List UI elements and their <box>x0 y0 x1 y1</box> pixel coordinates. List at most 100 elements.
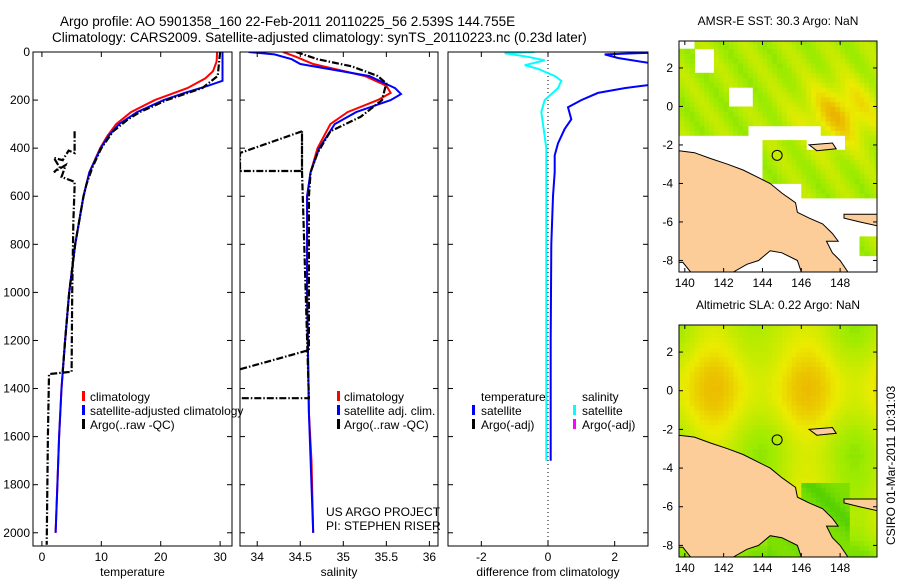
map-cell <box>820 472 827 479</box>
map-cell <box>806 492 812 498</box>
map-cell <box>825 424 831 430</box>
map-cell <box>772 385 778 392</box>
map-cell <box>835 487 841 493</box>
map-cell <box>811 188 817 194</box>
legend-label: Argo(-adj) <box>582 418 635 432</box>
map-cell <box>704 96 710 103</box>
map-cell <box>820 405 827 411</box>
map-cell <box>743 448 749 454</box>
map-cell <box>728 429 734 435</box>
map-cell <box>777 140 783 146</box>
map-cell <box>864 325 870 329</box>
map-cell <box>723 125 729 131</box>
map-cell <box>684 356 691 363</box>
map-cell <box>849 458 856 464</box>
map-cell <box>738 327 744 334</box>
map-cell <box>806 352 812 358</box>
map-cell <box>869 325 875 329</box>
map-cell <box>830 332 836 338</box>
map-cell <box>796 448 802 454</box>
map-cell <box>684 347 691 353</box>
map-cell <box>757 347 763 353</box>
x-tick-label: 148 <box>830 276 850 290</box>
map-cell <box>704 352 710 358</box>
map-cell <box>806 337 812 343</box>
map-cell <box>806 419 812 425</box>
map-cell <box>801 453 807 459</box>
map-cell <box>694 429 700 435</box>
map-cell <box>796 347 802 353</box>
map-cell <box>869 246 875 252</box>
map-cell <box>840 92 846 98</box>
map-cell <box>772 159 778 165</box>
map-cell <box>806 63 812 69</box>
map-cell <box>684 429 691 435</box>
map-cell <box>772 111 778 117</box>
map-cell <box>680 545 686 551</box>
map-cell <box>801 116 807 122</box>
map-cell <box>830 106 836 112</box>
map-cell <box>811 72 817 79</box>
map-cell <box>820 419 827 425</box>
map-cell <box>781 419 788 425</box>
map-cell <box>733 53 739 59</box>
map-cell <box>704 424 710 430</box>
map-cell <box>713 43 720 50</box>
map-cell <box>709 429 715 435</box>
map-cell <box>830 72 836 79</box>
map-cell <box>801 92 807 98</box>
map-cell <box>811 448 817 454</box>
map-cell <box>738 400 744 406</box>
map-cell <box>859 521 865 527</box>
map-cell <box>835 405 841 411</box>
map-cell <box>781 395 788 401</box>
map-cell <box>874 385 877 392</box>
map-cell <box>694 395 700 401</box>
map-cell <box>791 414 797 421</box>
map-cell <box>845 159 851 165</box>
map-cell <box>845 106 851 112</box>
map-cell <box>830 400 836 406</box>
map-cell <box>801 72 807 79</box>
map-cell <box>864 381 870 387</box>
y-tick-label: -2 <box>662 422 673 436</box>
map-cell <box>752 371 759 377</box>
map-cell <box>859 193 865 199</box>
map-cell <box>874 193 877 199</box>
map-cell <box>840 159 846 165</box>
map-cell <box>704 116 710 122</box>
map-cell <box>859 332 865 338</box>
map-cell <box>723 390 729 396</box>
map-cell <box>781 434 788 440</box>
map-cell <box>728 361 734 367</box>
map-cell <box>767 63 773 69</box>
x-tick-label: 144 <box>752 276 772 290</box>
map-cell <box>767 96 773 103</box>
map-cell <box>772 468 778 474</box>
map-cell <box>830 327 836 334</box>
map-cell <box>874 550 877 556</box>
map-cell <box>777 67 783 74</box>
map-cell <box>815 96 822 103</box>
map-cell <box>709 111 715 117</box>
map-cell <box>786 101 793 107</box>
map-cell <box>680 77 686 83</box>
map-cell <box>820 159 827 165</box>
x-tick-label: -2 <box>476 550 487 564</box>
map-cell <box>869 87 875 93</box>
map-cell <box>806 154 812 160</box>
map-cell <box>684 87 691 93</box>
map-cell <box>709 92 715 98</box>
map-cell <box>835 381 841 387</box>
map-cell <box>796 43 802 50</box>
map-cell <box>781 376 788 382</box>
map-cell <box>864 385 870 392</box>
map-cell <box>815 183 822 189</box>
map-cell <box>743 424 749 430</box>
map-cell <box>689 400 696 406</box>
map-cell <box>679 555 681 557</box>
map-cell <box>704 106 710 112</box>
map-cell <box>849 405 856 411</box>
map-cell <box>791 106 797 112</box>
map-cell <box>835 390 841 396</box>
